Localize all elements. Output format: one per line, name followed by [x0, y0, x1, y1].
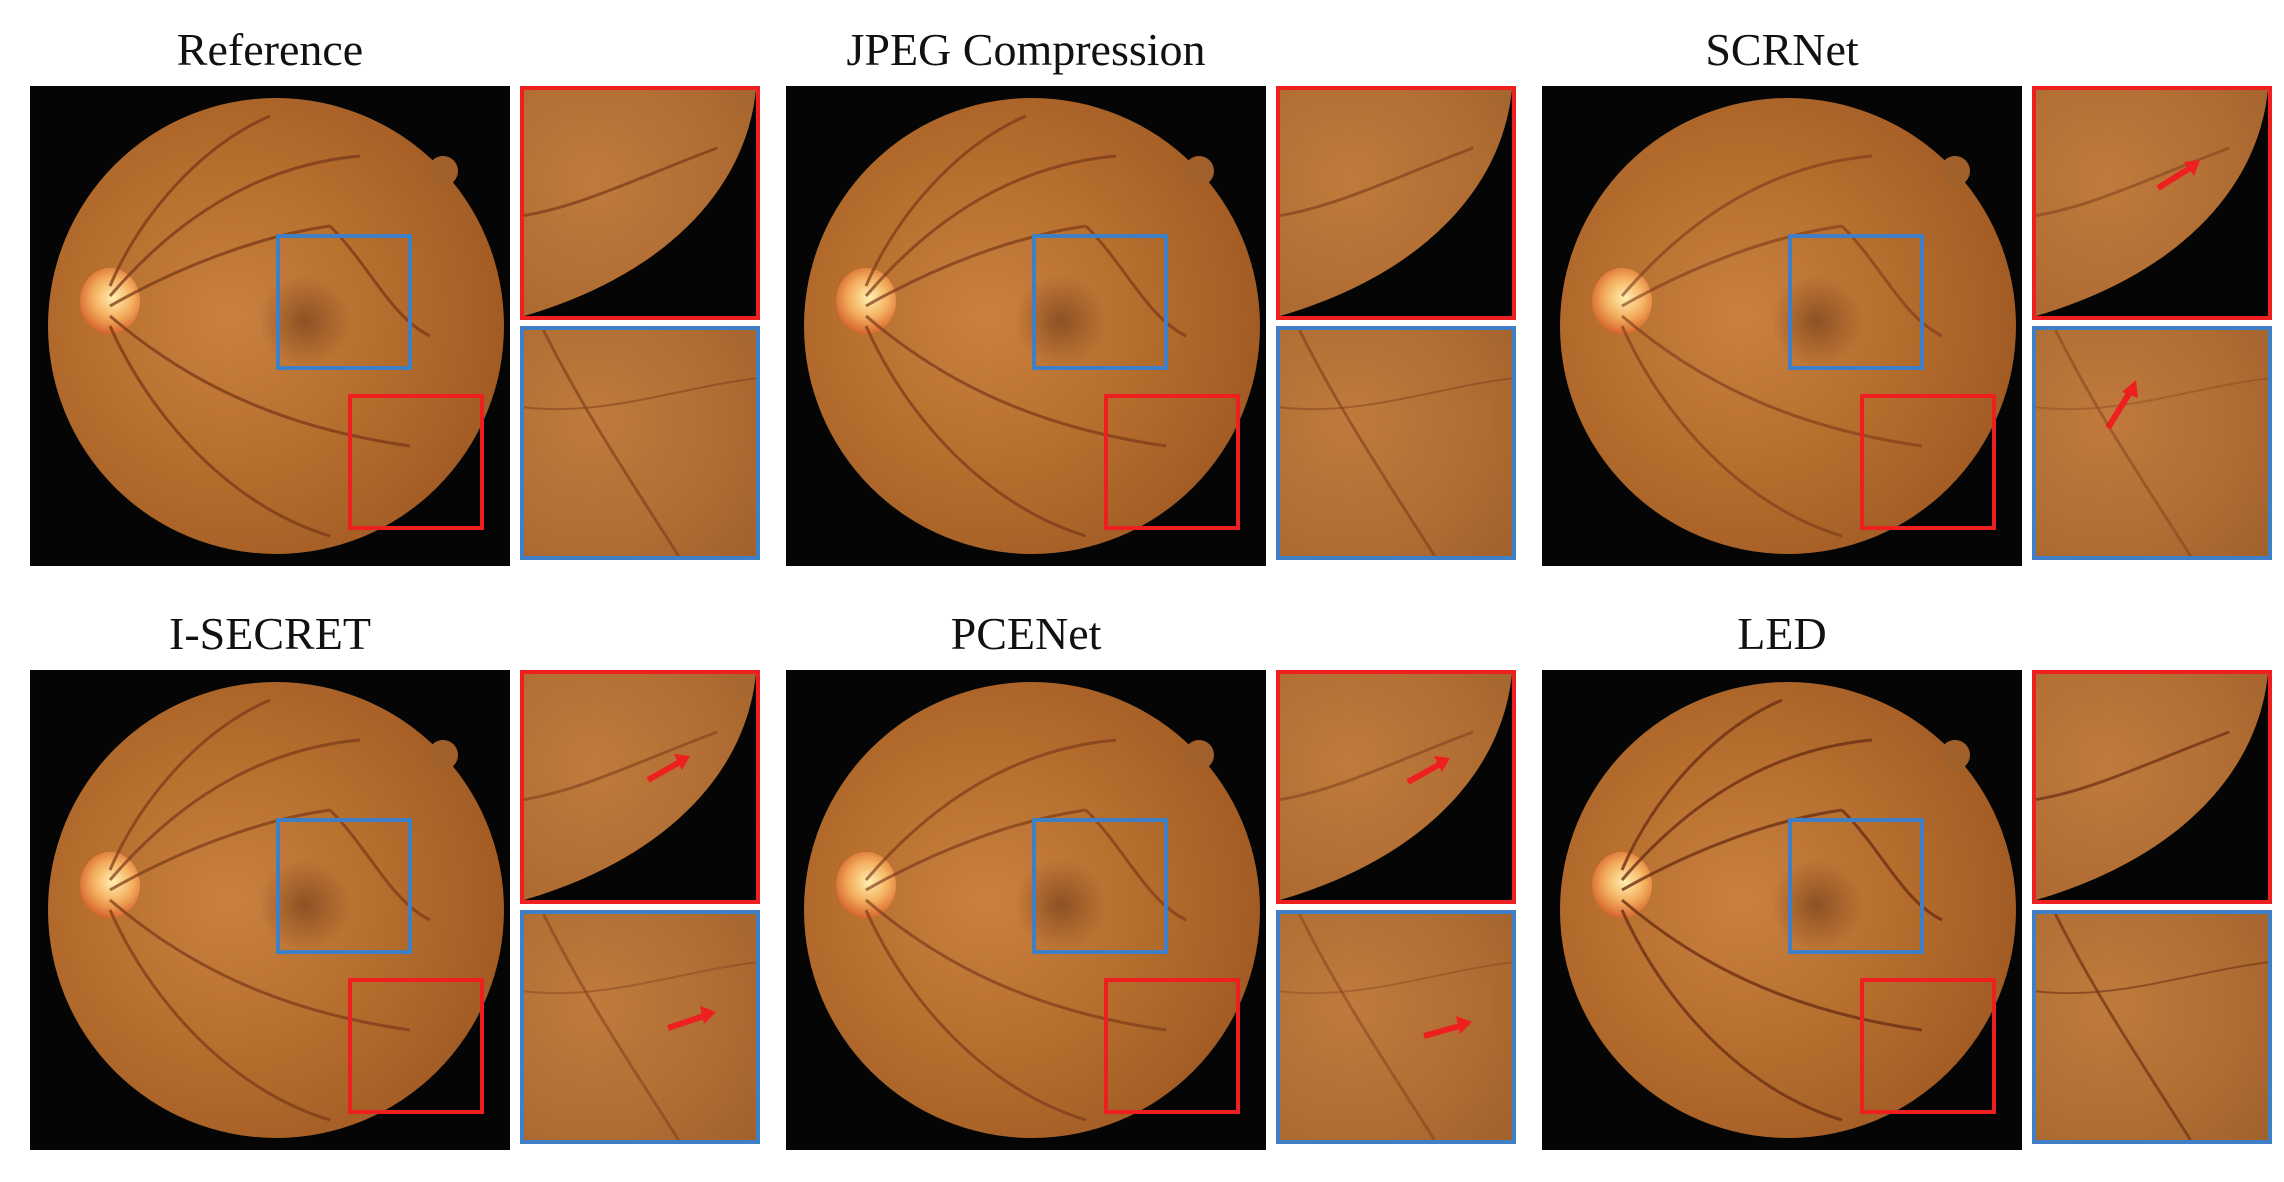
zoom-vessels	[524, 330, 756, 556]
red-roi-box	[348, 978, 484, 1114]
optic-disc	[836, 268, 896, 334]
red-arrow-icon	[2105, 380, 2138, 430]
red-arrow-icon	[646, 754, 690, 783]
blue-roi-zoom	[2032, 326, 2272, 560]
panel-pcenet: PCENet	[786, 604, 1516, 1174]
panel-title: SCRNet	[1705, 24, 1859, 75]
red-roi-zoom	[520, 670, 760, 904]
red-roi-zoom	[2032, 86, 2272, 320]
zoom-vessels	[1280, 914, 1512, 1140]
zoom-vessels	[1280, 330, 1512, 556]
fundus-image	[30, 86, 510, 566]
blue-roi-zoom	[520, 326, 760, 560]
fundus-image	[1542, 86, 2022, 566]
red-roi-box	[1860, 394, 1996, 530]
optic-disc	[1592, 852, 1652, 918]
macula	[1016, 276, 1106, 366]
blue-roi-zoom	[520, 910, 760, 1144]
zoom-vessels	[2036, 90, 2268, 316]
zoom-vessels	[524, 674, 756, 900]
zoom-vessels	[2036, 674, 2268, 900]
blue-roi-zoom	[2032, 910, 2272, 1144]
optic-disc	[836, 852, 896, 918]
panel-jpeg: JPEG Compression	[786, 20, 1516, 590]
panel-title: PCENet	[950, 608, 1102, 659]
red-roi-zoom	[520, 86, 760, 320]
panel-i-secret: I-SECRET	[30, 604, 760, 1174]
panel-title: LED	[1737, 608, 1827, 659]
panel-title: I-SECRET	[169, 608, 371, 659]
optic-disc	[1592, 268, 1652, 334]
retina-edge-notch	[1940, 740, 1970, 770]
zoom-vessels	[2036, 914, 2268, 1140]
panel-title: Reference	[176, 24, 364, 75]
blood-vessels	[1620, 154, 1943, 538]
zoom-vessels	[1280, 90, 1512, 316]
macula	[1772, 860, 1862, 950]
panel-reference: Reference	[30, 20, 760, 590]
retina-edge-notch	[1184, 740, 1214, 770]
zoom-vessels	[524, 914, 756, 1140]
panel-scrnet: SCRNet	[1542, 20, 2272, 590]
retina-edge-notch	[428, 740, 458, 770]
zoom-vessels	[2036, 330, 2268, 556]
red-roi-box	[1104, 978, 1240, 1114]
panel-title: JPEG Compression	[846, 24, 1206, 75]
red-roi-box	[348, 394, 484, 530]
macula	[260, 276, 350, 366]
panel-led: LED	[1542, 604, 2272, 1174]
optic-disc	[80, 852, 140, 918]
red-roi-zoom	[2032, 670, 2272, 904]
retina-edge-notch	[1184, 156, 1214, 186]
fundus-image	[30, 670, 510, 1150]
zoom-vessels	[1280, 674, 1512, 900]
optic-disc	[80, 268, 140, 334]
blood-vessels	[864, 114, 1187, 538]
fundus-image	[786, 86, 1266, 566]
retina-edge-notch	[1940, 156, 1970, 186]
red-arrow-icon	[1423, 1016, 1472, 1039]
retina-edge-notch	[428, 156, 458, 186]
fundus-image	[786, 670, 1266, 1150]
blue-roi-box	[276, 818, 412, 954]
macula	[1016, 860, 1106, 950]
blood-vessels	[108, 114, 431, 538]
blue-roi-box	[276, 234, 412, 370]
red-roi-zoom	[1276, 670, 1516, 904]
zoom-vessels	[524, 90, 756, 316]
red-roi-box	[1860, 978, 1996, 1114]
fundus-image	[1542, 670, 2022, 1150]
red-arrow-icon	[2156, 160, 2200, 191]
blue-roi-box	[1788, 234, 1924, 370]
blue-roi-zoom	[1276, 910, 1516, 1144]
blood-vessels	[108, 698, 431, 1122]
blue-roi-box	[1032, 234, 1168, 370]
red-arrow-icon	[667, 1006, 716, 1031]
red-roi-zoom	[1276, 86, 1516, 320]
blood-vessels	[864, 738, 1187, 1122]
red-arrow-icon	[1406, 756, 1450, 785]
macula	[1772, 276, 1862, 366]
red-roi-box	[1104, 394, 1240, 530]
blue-roi-zoom	[1276, 326, 1516, 560]
macula	[260, 860, 350, 950]
blue-roi-box	[1788, 818, 1924, 954]
blue-roi-box	[1032, 818, 1168, 954]
blood-vessels	[1620, 698, 1943, 1122]
